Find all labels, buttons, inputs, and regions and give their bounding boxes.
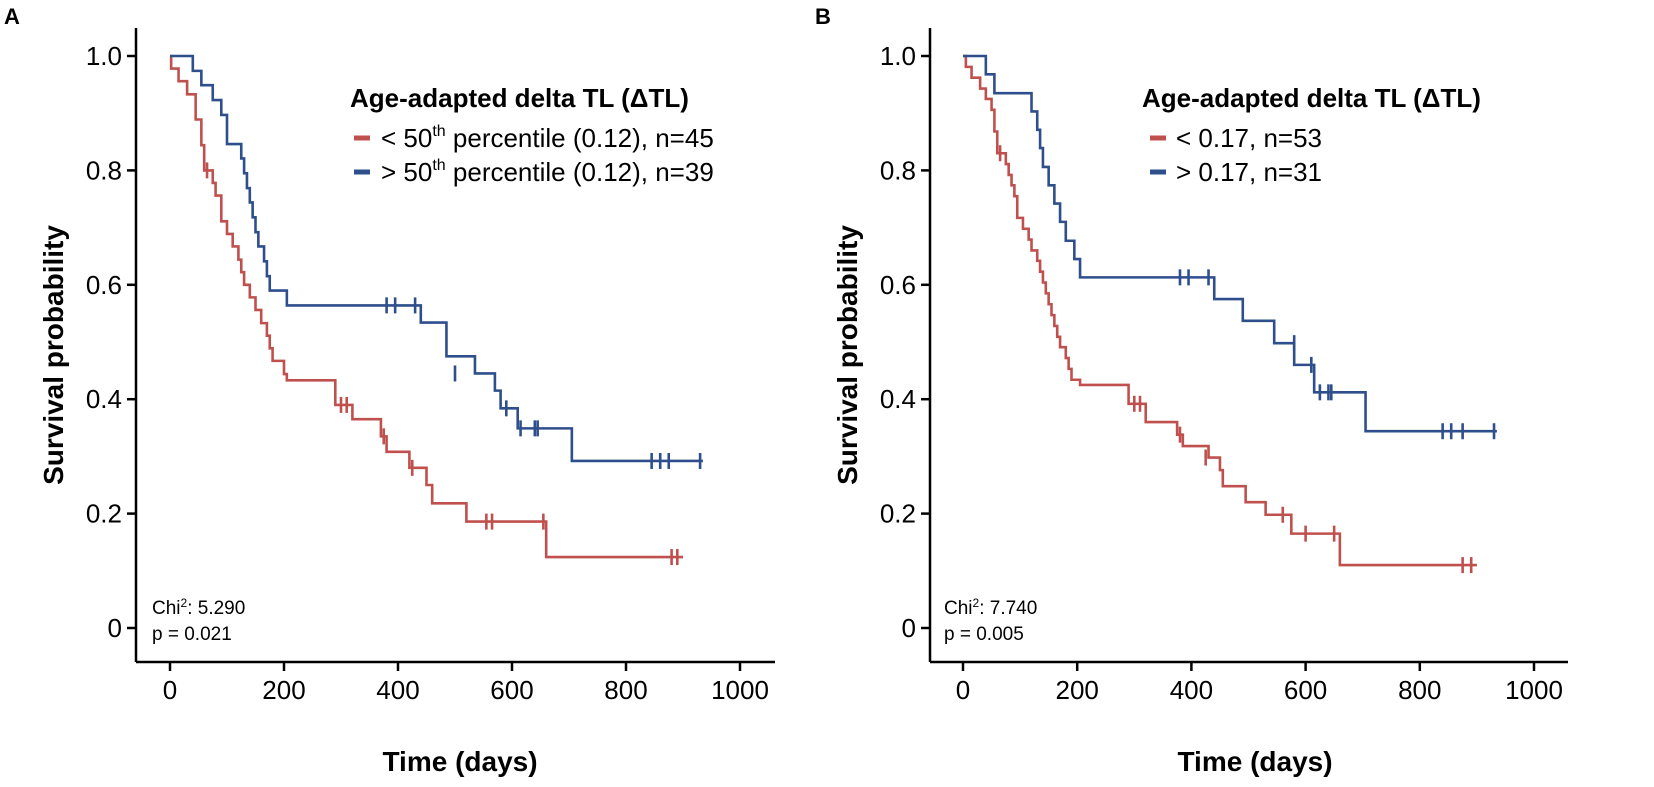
panel-a-legend-high-suffix: percentile (0.12), n=39 (446, 157, 714, 187)
panel-b-x-tick-label: 200 (1056, 675, 1099, 705)
panel-b-chi-label: Chi (944, 598, 973, 619)
panel-a-x-tick-label: 0 (163, 675, 177, 705)
panel-b-chi-square: Chi2: 7.740 (944, 596, 1037, 619)
panel-b: B 0 0.2 0.4 0.6 0.8 1.0 0 200 400 600 800 1000 Surv… (815, 4, 1568, 777)
panel-a-label: A (4, 4, 20, 29)
panel-a-survival-curve-high (170, 54, 703, 463)
panel-a-y-tick-label: 1.0 (86, 41, 122, 71)
panel-a-y-tick-label: 0 (108, 613, 122, 643)
panel-a-y-tick-label: 0.2 (86, 499, 122, 529)
panel-a-p-value: p = 0.021 (152, 624, 232, 645)
panel-a-y-tick-label: 0.6 (86, 270, 122, 300)
panel-a-x-axis-title: Time (days) (382, 746, 537, 777)
panel-b-y-tick-label: 1.0 (880, 41, 916, 71)
panel-a-legend-high-prefix: > 50 (381, 157, 432, 187)
panel-a-chi-label: Chi (152, 598, 181, 619)
panel-b-plot: 0 0.2 0.4 0.6 0.8 1.0 0 200 400 600 800 1000 (880, 41, 1563, 705)
panel-a-chi-sup: 2 (181, 596, 188, 610)
panel-b-y-axis-title: Survival probability (832, 225, 863, 485)
panel-a-legend-high-sup: th (432, 157, 445, 174)
panel-b-y-tick-label: 0.2 (880, 499, 916, 529)
panel-b-legend-entry-low: < 0.17, n=53 (1176, 123, 1322, 153)
panel-a-legend-entry-low: < 50th percentile (0.12), n=45 (381, 123, 714, 153)
panel-a-legend-low-sup: th (432, 123, 445, 140)
panel-b-y-tick-label: 0.6 (880, 270, 916, 300)
panel-a-x-tick-label: 400 (376, 675, 419, 705)
panel-a-chi-square: Chi2: 5.290 (152, 596, 245, 619)
panel-b-x-tick-label: 800 (1398, 675, 1441, 705)
panel-b-x-tick-label: 1000 (1505, 675, 1563, 705)
panel-b-y-tick-label: 0.4 (880, 384, 916, 414)
panel-a-legend-low-prefix: < 50 (381, 123, 432, 153)
panel-a-x-tick-label: 800 (604, 675, 647, 705)
panel-a-x-tick-label: 1000 (711, 675, 769, 705)
panel-b-p-value: p = 0.005 (944, 624, 1024, 645)
panel-a-legend-title: Age-adapted delta TL (ΔTL) (350, 83, 689, 113)
panel-b-x-tick-label: 0 (956, 675, 970, 705)
panel-b-x-tick-label: 600 (1284, 675, 1327, 705)
panel-b-chi-value: : 7.740 (979, 598, 1037, 619)
panel-a-plot: 0 0.2 0.4 0.6 0.8 1.0 0 200 400 600 800 1000 (86, 41, 769, 705)
panel-b-x-axis-title: Time (days) (1177, 746, 1332, 777)
panel-b-survival-curve-low (963, 54, 1477, 567)
panel-b-x-tick-label: 400 (1170, 675, 1213, 705)
panel-b-survival-curve-high (963, 54, 1497, 433)
panel-b-y-tick-label: 0.8 (880, 155, 916, 185)
panel-a-y-tick-label: 0.4 (86, 384, 122, 414)
panel-a-legend-low-suffix: percentile (0.12), n=45 (446, 123, 714, 153)
panel-a-legend-entry-high: > 50th percentile (0.12), n=39 (381, 157, 714, 187)
panel-b-legend-title: Age-adapted delta TL (ΔTL) (1142, 83, 1481, 113)
panel-a-x-tick-label: 200 (262, 675, 305, 705)
panel-a-chi-value: : 5.290 (187, 598, 245, 619)
panel-a-x-tick-label: 600 (490, 675, 533, 705)
panel-b-chi-sup: 2 (973, 596, 980, 610)
panel-a-y-axis-title: Survival probability (38, 225, 69, 485)
panel-a: A 0 0.2 0.4 0.6 0.8 1.0 0 200 400 600 800 1000 Surv… (4, 4, 775, 777)
panel-b-y-tick-label: 0 (902, 613, 916, 643)
panel-b-legend-entry-high: > 0.17, n=31 (1176, 157, 1322, 187)
panel-b-label: B (815, 4, 831, 29)
panel-a-survival-curve-low (169, 54, 683, 559)
panel-a-y-tick-label: 0.8 (86, 155, 122, 185)
